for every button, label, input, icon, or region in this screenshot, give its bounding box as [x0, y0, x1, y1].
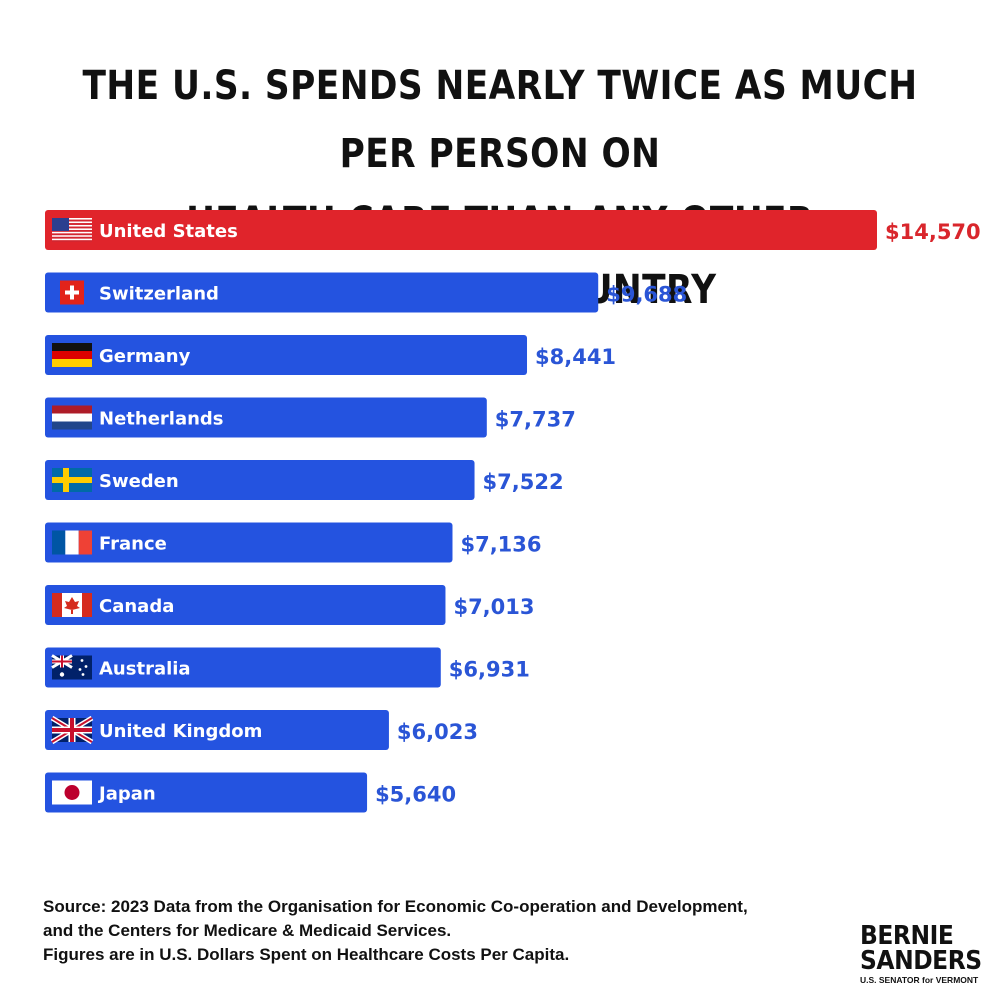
- source-line-2: and the Centers for Medicare & Medicaid …: [43, 921, 452, 940]
- logo-line-2: SANDERS: [860, 946, 982, 976]
- japan-flag-icon: [52, 780, 92, 805]
- bar-label-france: France: [99, 534, 167, 555]
- bernie-sanders-logo: BERNIE SANDERS U.S. SENATOR for VERMONT: [860, 921, 986, 985]
- bar-sweden: [45, 460, 475, 500]
- bar-united-kingdom: [45, 710, 389, 750]
- switzerland-flag-icon: [60, 280, 84, 305]
- bar-value-australia: $6,931: [449, 658, 530, 682]
- chart-title-line-1: THE U.S. SPENDS NEARLY TWICE AS MUCH PER…: [82, 63, 918, 177]
- sweden-flag-icon: [52, 468, 92, 492]
- bar-value-netherlands: $7,737: [495, 408, 576, 432]
- bar-label-sweden: Sweden: [99, 471, 179, 492]
- bar-france: [45, 522, 453, 563]
- bar-netherlands: [45, 397, 487, 438]
- bar-label-united-kingdom: United Kingdom: [99, 721, 262, 742]
- bar-label-switzerland: Switzerland: [99, 284, 219, 305]
- bar-label-united-states: United States: [99, 221, 238, 242]
- bar-value-sweden: $7,522: [483, 470, 564, 494]
- netherlands-flag-icon: [52, 405, 92, 430]
- uk-flag-icon: [50, 715, 94, 745]
- bar-label-canada: Canada: [99, 596, 174, 617]
- bar-label-netherlands: Netherlands: [99, 409, 224, 430]
- bar-value-germany: $8,441: [535, 345, 616, 369]
- bar-chart: United States $14,570 Switzerland $9,688 Ger…: [45, 210, 981, 813]
- bar-value-japan: $5,640: [375, 783, 456, 807]
- france-flag-icon: [52, 530, 92, 555]
- bar-japan: [45, 772, 368, 813]
- bar-label-australia: Australia: [99, 659, 191, 680]
- canada-flag-icon: [52, 593, 92, 617]
- source-line-1: Source: 2023 Data from the Organisation …: [43, 897, 748, 916]
- us-flag-icon: [52, 218, 92, 242]
- bar-australia: [45, 647, 441, 688]
- germany-flag-icon: [52, 343, 92, 367]
- bar-value-canada: $7,013: [453, 595, 534, 619]
- logo-line-3: U.S. SENATOR for VERMONT: [860, 975, 979, 985]
- bar-germany: [45, 335, 528, 375]
- source-line-3: Figures are in U.S. Dollars Spent on Hea…: [43, 945, 570, 964]
- bar-united-states: [45, 210, 877, 250]
- bar-value-united-kingdom: $6,023: [397, 720, 478, 744]
- bar-switzerland: [45, 272, 599, 313]
- bar-label-germany: Germany: [99, 346, 191, 367]
- australia-flag-icon: [51, 654, 92, 680]
- bar-value-united-states: $14,570: [885, 220, 981, 244]
- bar-value-switzerland: $9,688: [606, 283, 687, 307]
- source-note: Source: 2023 Data from the Organisation …: [43, 895, 873, 967]
- bar-value-france: $7,136: [460, 533, 541, 557]
- bar-canada: [45, 585, 446, 625]
- logo-line-1: BERNIE: [860, 921, 954, 951]
- bar-label-japan: Japan: [97, 784, 156, 805]
